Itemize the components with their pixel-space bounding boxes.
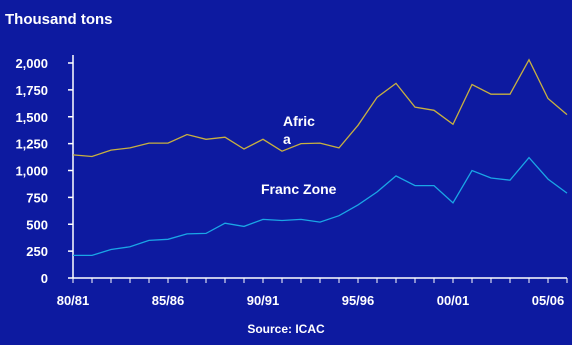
axes <box>72 55 567 279</box>
x-ticks: 80/81 85/86 90/91 95/96 00/01 05/06 <box>57 278 568 308</box>
y-tick-label: 750 <box>26 190 48 205</box>
y-tick-label: 0 <box>41 271 48 286</box>
y-tick-label: 1,000 <box>15 164 48 179</box>
y-tick-label: 1,250 <box>15 137 48 152</box>
x-tick-label: 80/81 <box>57 293 90 308</box>
y-tick-label: 1,500 <box>15 110 48 125</box>
x-tick-label: 90/91 <box>247 293 280 308</box>
x-tick-label: 00/01 <box>437 293 470 308</box>
x-tick-label: 85/86 <box>152 293 185 308</box>
y-tick-label: 250 <box>26 244 48 259</box>
series-line-0 <box>72 58 568 158</box>
x-tick-label: 05/06 <box>532 293 565 308</box>
source-note: Source: ICAC <box>247 322 325 336</box>
series-labels: Afric a Franc Zone <box>261 113 337 197</box>
x-tick-label: 95/96 <box>342 293 375 308</box>
y-axis-label: Thousand tons <box>5 11 113 28</box>
series-label-1: Franc Zone <box>261 181 337 197</box>
series-line-1 <box>73 156 568 257</box>
series-lines <box>72 58 568 257</box>
y-ticks: 0 250 500 750 1,000 1,250 1,500 1,750 2,000 <box>15 56 73 286</box>
y-tick-label: 2,000 <box>15 56 48 71</box>
series-label-0: Afric <box>283 113 315 129</box>
y-tick-label: 1,750 <box>15 83 48 98</box>
y-tick-label: 500 <box>26 217 48 232</box>
series-label-0: a <box>283 131 291 147</box>
